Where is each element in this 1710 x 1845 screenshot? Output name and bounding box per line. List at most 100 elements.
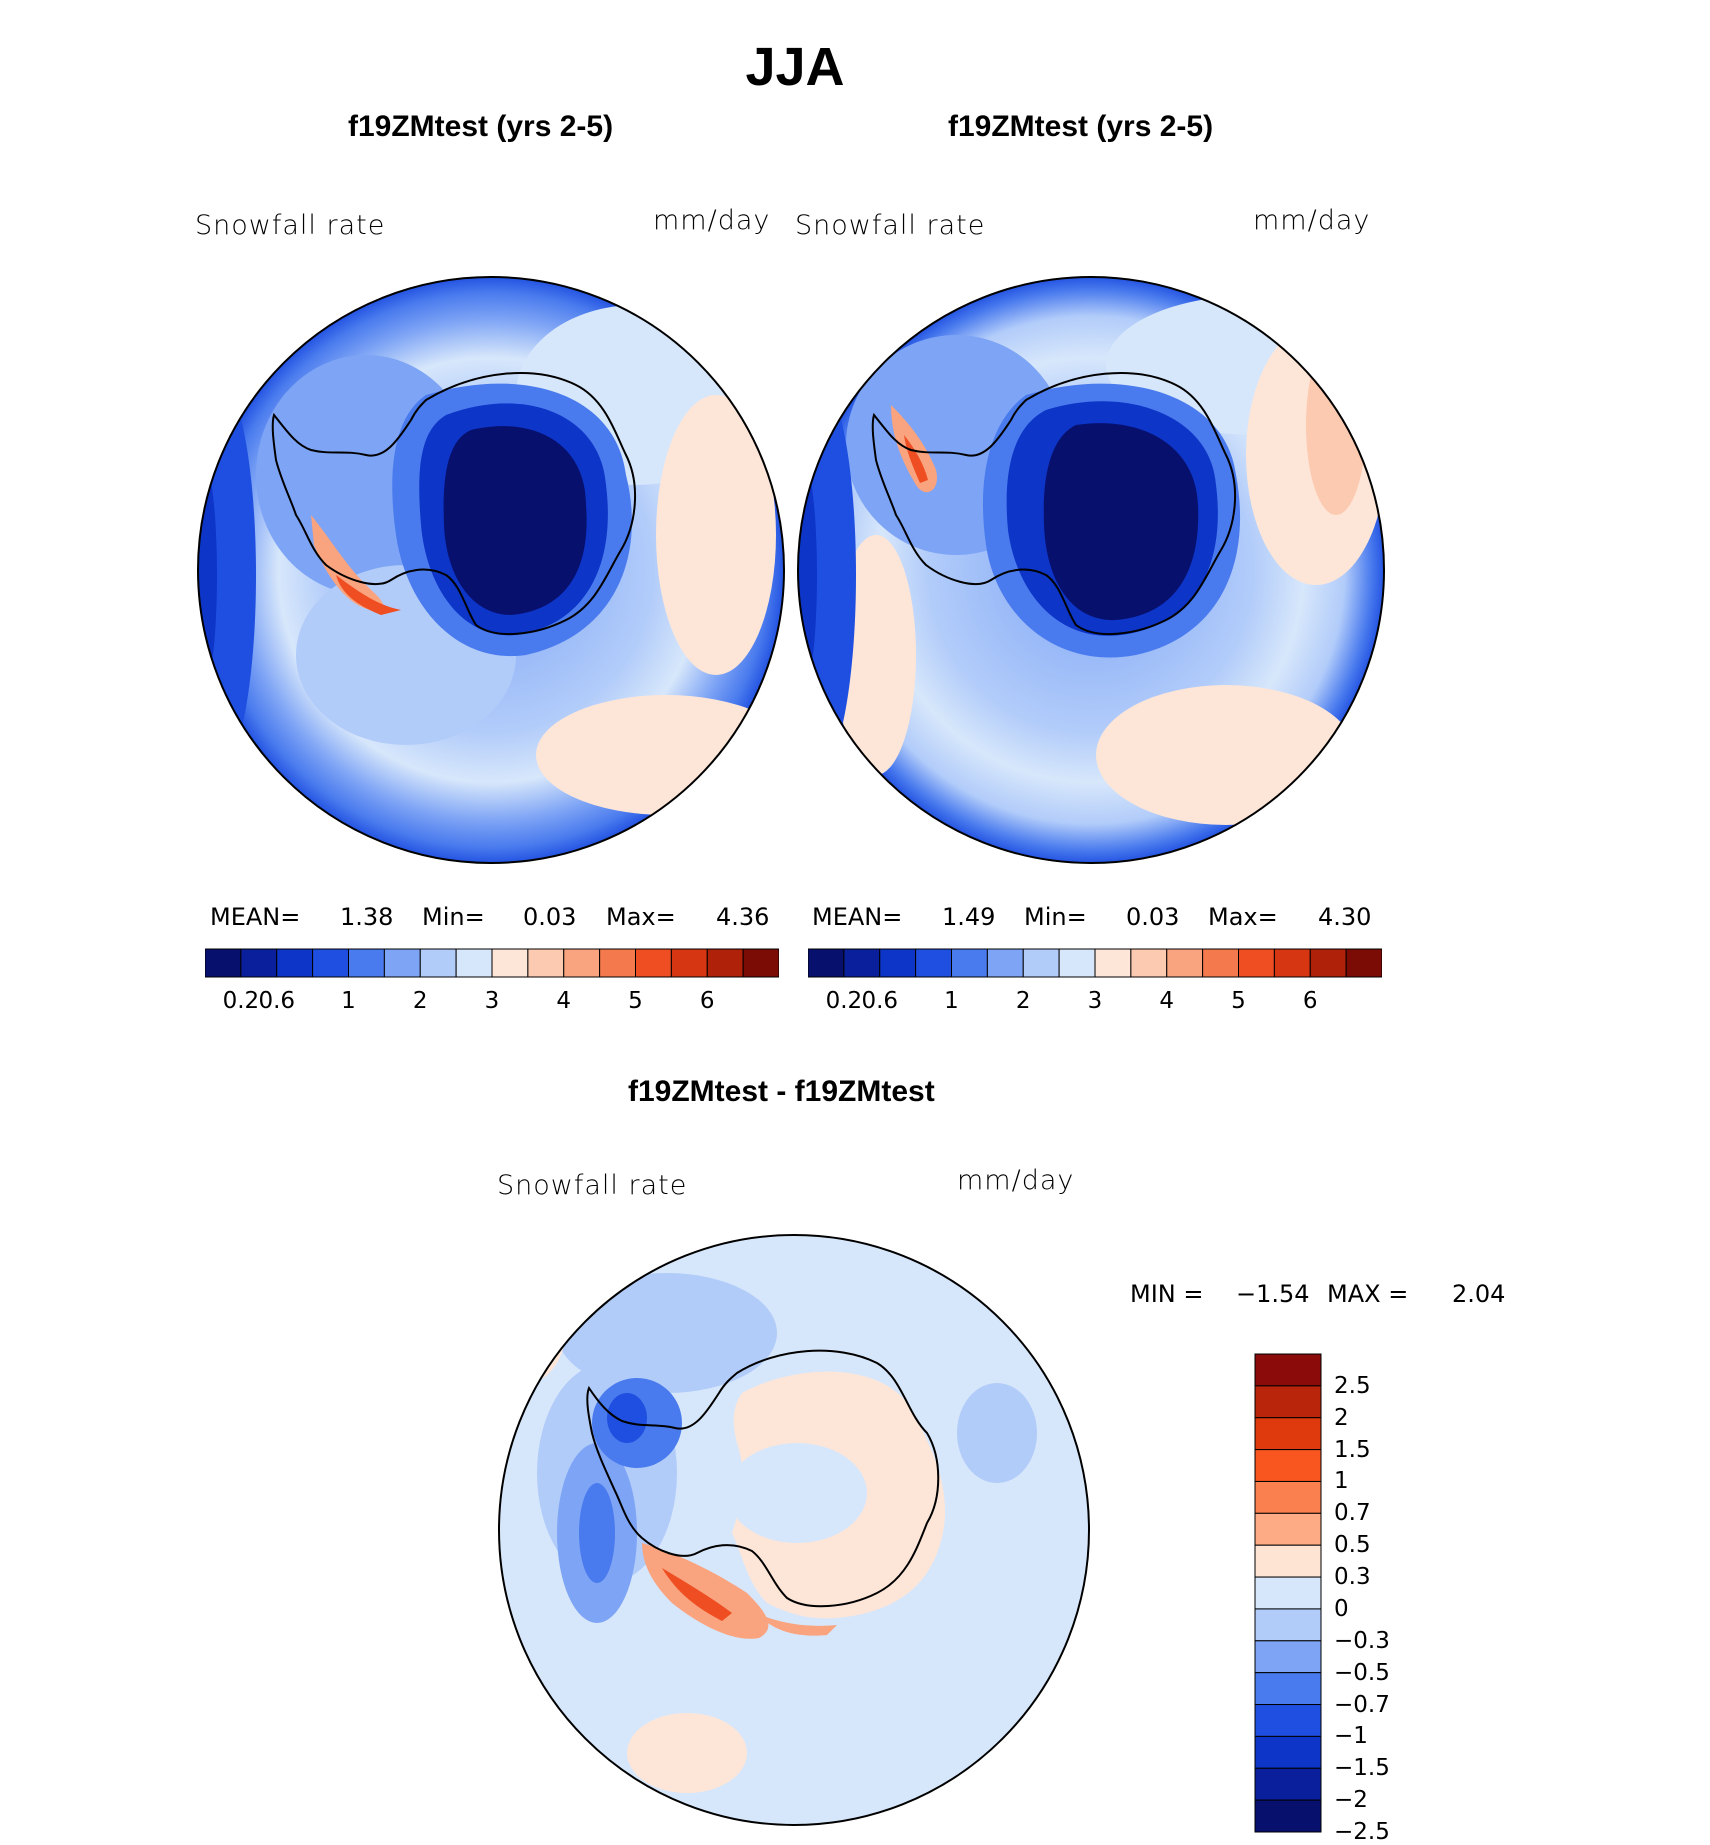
colorbar-swatch bbox=[879, 948, 917, 978]
panel-2-mean-value: 1.49 bbox=[942, 903, 996, 931]
colorbar-swatch bbox=[951, 948, 988, 978]
colorbar-swatch bbox=[1309, 948, 1347, 978]
colorbar-tick-label: 1 bbox=[1334, 1468, 1349, 1495]
colorbar-swatch bbox=[706, 948, 744, 978]
colorbar-tick-label: −2.5 bbox=[1334, 1819, 1390, 1845]
colorbar-swatch bbox=[1254, 1640, 1322, 1674]
panel-2-title: f19ZMtest (yrs 2-5) bbox=[948, 110, 1214, 143]
colorbar-tick-label: −0.3 bbox=[1334, 1627, 1390, 1654]
colorbar-swatch bbox=[1273, 948, 1311, 978]
panel-2-min-value: 0.03 bbox=[1126, 903, 1180, 931]
colorbar-tick-label: 2 bbox=[1334, 1404, 1349, 1431]
colorbar-swatch bbox=[1058, 948, 1096, 978]
colorbar-swatch bbox=[348, 948, 385, 978]
colorbar-swatch bbox=[1254, 1672, 1322, 1706]
panel-1-mean-label: MEAN= bbox=[210, 903, 301, 931]
diff-min-value: −1.54 bbox=[1236, 1280, 1310, 1308]
panel-2-map bbox=[797, 276, 1385, 864]
colorbar-swatch bbox=[986, 948, 1024, 978]
colorbar-swatch bbox=[1254, 1353, 1322, 1387]
colorbar-tick-label: 5 bbox=[628, 988, 643, 1014]
colorbar-tick-label: −0.5 bbox=[1334, 1659, 1390, 1686]
colorbar-tick-label: −0.7 bbox=[1334, 1691, 1390, 1718]
colorbar-swatch bbox=[1254, 1799, 1322, 1833]
colorbar-tick-label: 2.5 bbox=[1334, 1372, 1371, 1399]
diff-variable-label: Snowfall rate bbox=[497, 1170, 688, 1201]
colorbar-swatch bbox=[1022, 948, 1060, 978]
colorbar-swatch bbox=[1238, 948, 1275, 978]
colorbar-tick-label: 0.5 bbox=[1334, 1532, 1371, 1559]
colorbar-tick-label: 4 bbox=[556, 988, 572, 1014]
colorbar-swatch bbox=[383, 948, 421, 978]
colorbar-swatch bbox=[1130, 948, 1168, 978]
panel-1-map bbox=[197, 276, 785, 864]
figure-title: JJA bbox=[745, 37, 845, 97]
colorbar-swatch bbox=[670, 948, 708, 978]
colorbar-swatch bbox=[843, 948, 881, 978]
diff-max-value: 2.04 bbox=[1452, 1280, 1506, 1308]
panel-1-max-value: 4.36 bbox=[716, 903, 770, 931]
panel-2-min-label: Min= bbox=[1024, 903, 1087, 931]
colorbar-swatch bbox=[1254, 1544, 1322, 1578]
diff-colorbar bbox=[1254, 1353, 1322, 1833]
colorbar-swatch bbox=[1254, 1512, 1322, 1546]
diff-map bbox=[498, 1234, 1090, 1826]
colorbar-swatch bbox=[491, 948, 529, 978]
panel-1-colorbar bbox=[205, 948, 779, 978]
colorbar-swatch bbox=[1254, 1480, 1322, 1514]
colorbar-swatch bbox=[1202, 948, 1239, 978]
colorbar-swatch bbox=[205, 948, 242, 978]
colorbar-swatch bbox=[1254, 1417, 1322, 1451]
colorbar-tick-label: 1 bbox=[944, 988, 959, 1014]
colorbar-swatch bbox=[742, 948, 779, 978]
diff-panel-title: f19ZMtest - f19ZMtest bbox=[628, 1075, 935, 1108]
colorbar-tick-label: 0.3 bbox=[1334, 1564, 1371, 1591]
colorbar-tick-label: 0.7 bbox=[1334, 1500, 1371, 1527]
panel-2-max-value: 4.30 bbox=[1318, 903, 1372, 931]
colorbar-tick-label: 0.2 bbox=[825, 988, 863, 1014]
colorbar-tick-label: −2 bbox=[1334, 1787, 1368, 1814]
colorbar-swatch bbox=[915, 948, 952, 978]
colorbar-swatch bbox=[1254, 1385, 1322, 1419]
panel-1-variable-label: Snowfall rate bbox=[195, 210, 386, 241]
colorbar-swatch bbox=[419, 948, 457, 978]
colorbar-swatch bbox=[1166, 948, 1204, 978]
panel-1-units-label: mm/day bbox=[653, 205, 771, 236]
diff-max-label: MAX = bbox=[1327, 1280, 1409, 1308]
colorbar-swatch bbox=[527, 948, 565, 978]
panel-2-max-label: Max= bbox=[1208, 903, 1278, 931]
colorbar-swatch bbox=[563, 948, 601, 978]
colorbar-swatch bbox=[455, 948, 493, 978]
colorbar-tick-label: 4 bbox=[1159, 988, 1175, 1014]
colorbar-swatch bbox=[1094, 948, 1132, 978]
colorbar-swatch bbox=[312, 948, 349, 978]
colorbar-tick-label: 3 bbox=[1087, 988, 1103, 1014]
colorbar-tick-label: 0.2 bbox=[222, 988, 260, 1014]
colorbar-tick-label: 2 bbox=[1015, 988, 1031, 1014]
panel-1-min-label: Min= bbox=[422, 903, 485, 931]
colorbar-tick-label: 6 bbox=[699, 988, 715, 1014]
colorbar-tick-label: −1 bbox=[1334, 1723, 1368, 1750]
panel-2-mean-label: MEAN= bbox=[812, 903, 903, 931]
colorbar-swatch bbox=[1254, 1608, 1322, 1642]
colorbar-swatch bbox=[1254, 1735, 1322, 1769]
colorbar-tick-label: 1.5 bbox=[1334, 1436, 1371, 1463]
colorbar-tick-label: −1.5 bbox=[1334, 1755, 1390, 1782]
colorbar-swatch bbox=[1345, 948, 1382, 978]
colorbar-tick-label: 1 bbox=[341, 988, 356, 1014]
colorbar-tick-label: 6 bbox=[1302, 988, 1318, 1014]
colorbar-tick-label: 0.6 bbox=[258, 988, 296, 1014]
colorbar-swatch bbox=[599, 948, 636, 978]
panel-1-mean-value: 1.38 bbox=[340, 903, 394, 931]
panel-1-title: f19ZMtest (yrs 2-5) bbox=[348, 110, 614, 143]
colorbar-tick-label: 3 bbox=[484, 988, 500, 1014]
colorbar-tick-label: 5 bbox=[1231, 988, 1246, 1014]
diff-min-label: MIN = bbox=[1130, 1280, 1204, 1308]
colorbar-tick-label: 0.6 bbox=[861, 988, 899, 1014]
panel-1-max-label: Max= bbox=[606, 903, 676, 931]
colorbar-swatch bbox=[1254, 1767, 1322, 1801]
colorbar-swatch bbox=[1254, 1704, 1322, 1737]
colorbar-tick-label: 2 bbox=[412, 988, 428, 1014]
colorbar-swatch bbox=[1254, 1576, 1322, 1610]
panel-2-units-label: mm/day bbox=[1253, 205, 1371, 236]
